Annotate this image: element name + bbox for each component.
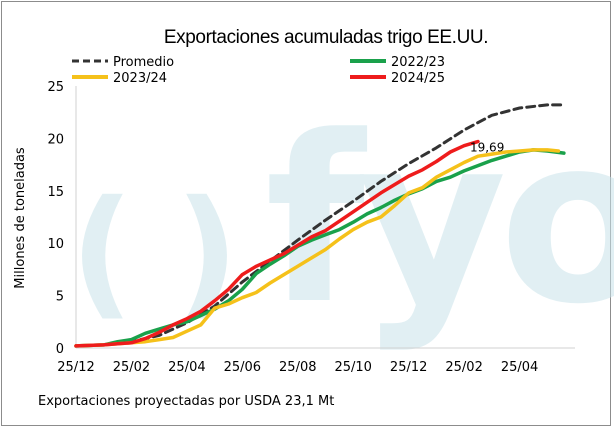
y-tick-label: 25 <box>47 80 64 95</box>
legend-label-2023-24: 2023/24 <box>113 71 167 86</box>
y-tick-label: 20 <box>47 132 64 147</box>
legend-label-promedio: Promedio <box>113 55 174 70</box>
x-tick-label: 25/12 <box>390 360 427 375</box>
x-tick-label: 25/04 <box>501 360 538 375</box>
series-group <box>74 103 566 348</box>
chart-title: Exportaciones acumuladas trigo EE.UU. <box>164 27 488 48</box>
y-tick-label: 15 <box>47 185 64 200</box>
watermark-logo-text: fyo <box>265 88 614 355</box>
annotation-last-value: 19,69 <box>470 141 504 155</box>
x-tick-label: 25/10 <box>334 360 371 375</box>
y-tick-label: 10 <box>47 237 64 252</box>
watermark-paren-left: ( <box>70 171 134 334</box>
x-tick-label: 25/06 <box>224 360 261 375</box>
footnote: Exportaciones proyectadas por USDA 23,1 … <box>38 394 334 409</box>
axes: 0 5 10 15 20 25 25/12 25/02 25/04 25/06 25/08 25/10… <box>47 80 575 375</box>
watermark: fyo ( ) <box>70 88 614 355</box>
series-line-promedio <box>74 103 566 348</box>
x-tick-label: 25/04 <box>168 360 205 375</box>
x-tick-label: 25/02 <box>113 360 150 375</box>
series-line-2024-25 <box>74 139 480 348</box>
legend-label-2024-25: 2024/25 <box>391 71 445 86</box>
x-tick-label: 25/02 <box>445 360 482 375</box>
legend-label-2022-23: 2022/23 <box>391 55 445 70</box>
series-line-2023-24 <box>74 148 561 348</box>
y-tick-label: 5 <box>56 290 64 305</box>
x-tick-label: 25/12 <box>57 360 94 375</box>
y-tick-label: 0 <box>56 342 64 357</box>
legend: Promedio 2022/23 2023/24 2024/25 <box>72 55 445 86</box>
x-tick-label: 25/08 <box>279 360 316 375</box>
y-axis-label: Millones de toneladas <box>13 147 28 289</box>
